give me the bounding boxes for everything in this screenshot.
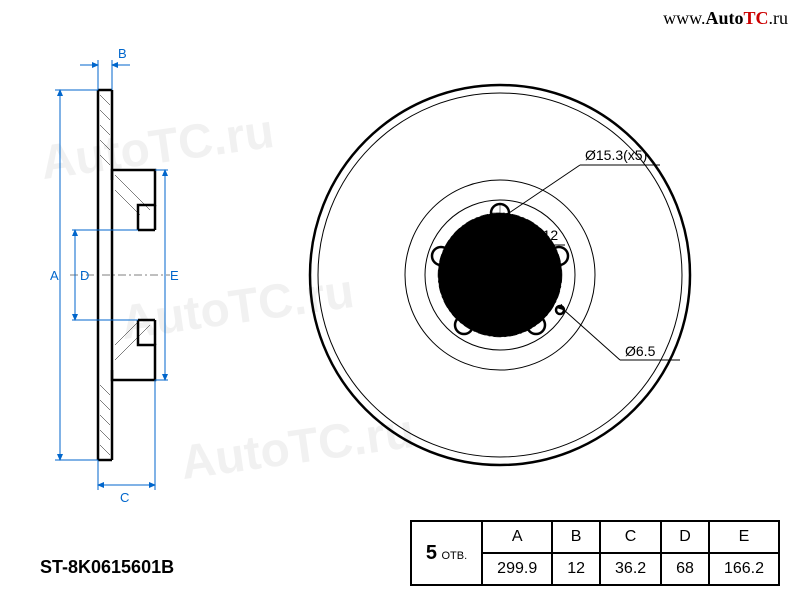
source-url: www.AutoTC.ru: [663, 8, 788, 29]
dim-label-d: D: [80, 268, 89, 283]
bolt-dia-label: Ø15.3(x5): [585, 147, 647, 163]
dim-value: 36.2: [600, 553, 661, 585]
col-header: D: [661, 521, 709, 553]
technical-drawing: A D E B C: [20, 30, 780, 510]
holes-count-cell: 5 ОТВ.: [411, 521, 482, 585]
dim-value: 12: [552, 553, 600, 585]
dim-value: 166.2: [709, 553, 779, 585]
col-header: C: [600, 521, 661, 553]
dim-label-b: B: [118, 46, 127, 61]
small-dia-label: Ø6.5: [625, 343, 656, 359]
side-section-view: A D E B C: [50, 46, 179, 505]
center-dia-label: Ø112: [525, 227, 558, 243]
dimensions-table: 5 ОТВ. A B C D E 299.9 12 36.2 68 166.2: [410, 520, 780, 586]
dim-value: 68: [661, 553, 709, 585]
dim-label-e: E: [170, 268, 179, 283]
dim-label-c: C: [120, 490, 129, 505]
dim-label-a: A: [50, 268, 59, 283]
part-number: ST-8K0615601B: [40, 557, 174, 578]
table-row: 5 ОТВ. A B C D E: [411, 521, 779, 553]
col-header: A: [482, 521, 552, 553]
col-header: E: [709, 521, 779, 553]
front-face-view: Ø15.3(x5) Ø112 Ø6.5: [310, 85, 690, 465]
col-header: B: [552, 521, 600, 553]
dim-value: 299.9: [482, 553, 552, 585]
